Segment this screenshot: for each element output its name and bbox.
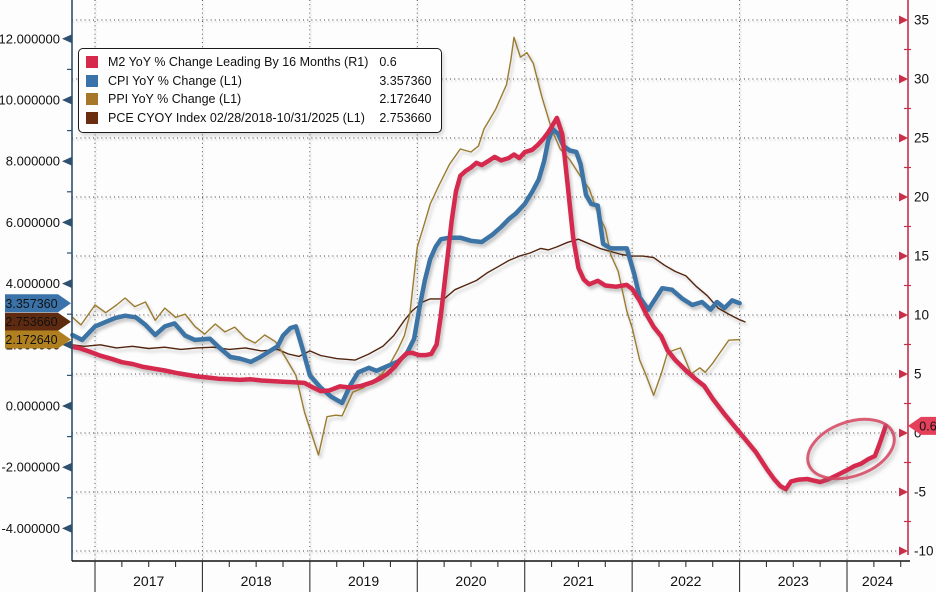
legend-value: 2.753660 [379,110,432,125]
right-tick-arrow [899,74,908,84]
left-tick-arrow [62,523,72,533]
year-label: 2019 [348,573,379,589]
left-tick-arrow [62,95,72,105]
right-axis-label: 10 [914,308,929,323]
left-tick-arrow [62,217,72,227]
series-group [70,36,888,492]
year-label: 2021 [563,573,594,589]
bottom-axis: 2017 2018 2019 2020 2021 2022 2023 2024 [94,561,902,592]
left-badge-text: 3.357360 [5,297,57,311]
left-tick-arrow [62,279,72,289]
left-axis-label: 8.000000 [6,154,60,169]
legend-swatch [86,74,98,87]
left-value-badge [5,312,71,331]
left-axis-label: -4.000000 [1,521,60,536]
right-tick-arrow [899,192,908,202]
legend-value: 3.357360 [379,73,432,88]
right-axis-label: 30 [914,72,929,87]
right-axis-label: 15 [914,249,929,264]
right-axis-label: 5 [914,367,922,382]
ppi-line [71,36,741,456]
right-tick-arrow [899,133,908,143]
left-axis-label: 12.000000 [0,31,60,46]
left-axis-label: 10.000000 [0,93,60,108]
left-tick-arrow [62,462,72,472]
right-axis-label: -10 [914,544,934,559]
right-value-badge [908,416,936,435]
legend-value: 0.6 [379,55,397,69]
legend-box: M2 YoY % Change Leading By 16 Months (R1… [78,48,442,133]
right-badge-text: 0.6 [919,419,936,433]
value-badges: 3.357360 2.753660 2.172640 0.6 [5,294,936,435]
right-tick-arrow [899,251,908,261]
legend-swatch [86,93,98,105]
year-label: 2017 [133,573,164,589]
right-tick-arrow [899,546,908,556]
legend-swatch [86,56,98,68]
legend-swatch [86,111,98,124]
legend-label: PCE CYOY Index 02/28/2018-10/31/2025 (L1… [108,110,365,125]
right-axis: 35 30 25 20 15 10 5 0 -5 -10 [899,13,934,559]
left-tick-arrow [62,340,72,350]
left-axis-label: 0.000000 [6,399,60,414]
left-axis-label: 4.000000 [6,276,60,291]
left-value-badge [5,294,71,313]
left-tick-arrow [62,156,72,166]
right-axis-label: 25 [914,131,929,146]
highlight-ellipse [806,417,896,481]
right-axis-label: 35 [914,13,929,28]
legend-label: CPI YoY % Change (L1) [108,73,242,88]
right-tick-arrow [899,369,908,379]
left-value-badge [5,330,71,349]
left-axis: 12.000000 10.000000 8.000000 6.000000 4.0000… [0,31,72,536]
left-badge-text: 2.753660 [5,315,57,329]
left-axis-label: -2.000000 [1,460,60,475]
right-tick-arrow [899,310,908,320]
left-badge-text: 2.172640 [5,333,57,347]
right-axis-label: 20 [914,190,929,205]
year-label: 2024 [862,573,893,589]
legend-label: M2 YoY % Change Leading By 16 Months (R1… [108,55,369,69]
cpi-line [70,126,742,406]
right-tick-arrow [899,15,908,25]
right-axis-label: -5 [914,485,926,500]
left-axis-label: 6.000000 [6,215,60,230]
year-label: 2022 [670,573,701,589]
highlight-annotation [806,417,896,481]
legend-value: 2.172640 [379,92,432,106]
year-label: 2018 [241,573,272,589]
pce-line [71,238,746,361]
year-label: 2020 [455,573,486,589]
right-tick-arrow [899,487,908,497]
left-tick-arrow [62,401,72,411]
left-tick-arrow [62,34,72,44]
m2-line [70,115,888,492]
legend-label: PPI YoY % Change (L1) [108,92,242,106]
year-label: 2023 [778,573,809,589]
right-tick-arrow [899,428,908,438]
right-axis-label: 0 [914,426,922,441]
